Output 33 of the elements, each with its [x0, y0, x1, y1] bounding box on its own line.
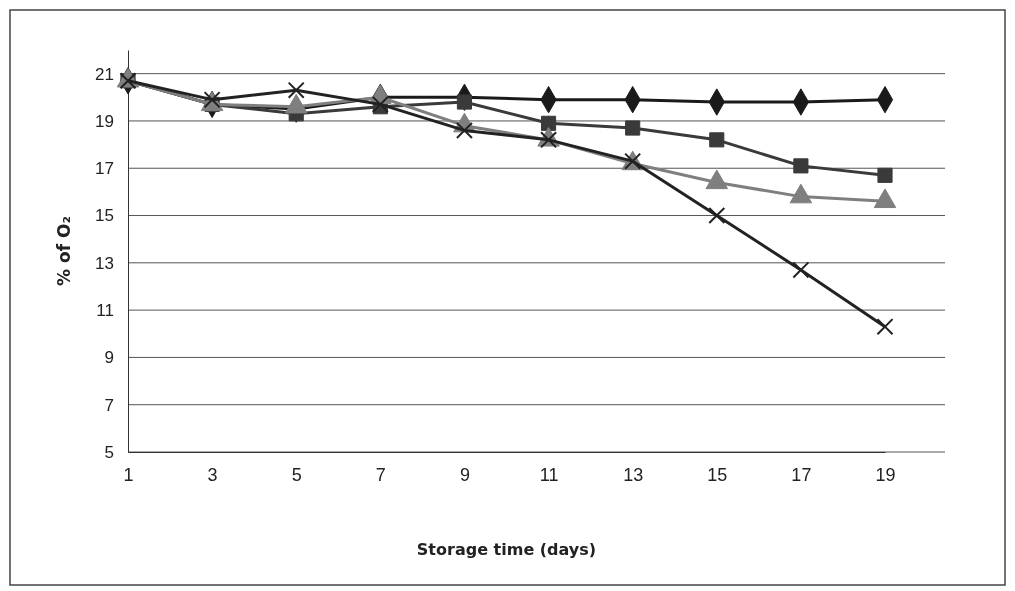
x-axis-title: Storage time (days) [416, 540, 597, 559]
y-tick-label: 9 [104, 348, 114, 368]
point [455, 121, 473, 139]
x-tick-label: 17 [791, 464, 812, 485]
point [792, 261, 810, 279]
y-tick-label: 17 [95, 159, 114, 179]
x-tick-label: 5 [291, 464, 302, 485]
point [456, 94, 473, 110]
y-tick-label: 15 [95, 206, 114, 226]
x-tick-label: 3 [207, 464, 218, 485]
y-tick-label: 5 [104, 442, 114, 462]
x-tick-label: 15 [707, 464, 728, 485]
y-tick-label: 13 [95, 253, 114, 273]
x-tick-label: 11 [539, 464, 559, 485]
x-tick-label: 13 [623, 464, 644, 485]
point [709, 132, 725, 148]
x-tick-label: 19 [875, 464, 896, 485]
x-tick-label: 7 [375, 464, 386, 485]
y-tick-label: 21 [95, 64, 114, 84]
point [287, 81, 305, 99]
x-tick-label: 9 [459, 464, 470, 485]
point [793, 158, 809, 174]
y-tick-label: 11 [96, 301, 114, 321]
point [371, 95, 389, 113]
point [540, 115, 557, 131]
x-tick-label: 1 [123, 464, 134, 485]
y-axis-title: % of O₂ [54, 216, 74, 286]
y-tick-label: 7 [104, 395, 114, 415]
point [625, 120, 641, 136]
point [877, 167, 893, 183]
point [708, 206, 726, 225]
y-tick-label: 19 [95, 111, 114, 131]
point [876, 318, 894, 336]
